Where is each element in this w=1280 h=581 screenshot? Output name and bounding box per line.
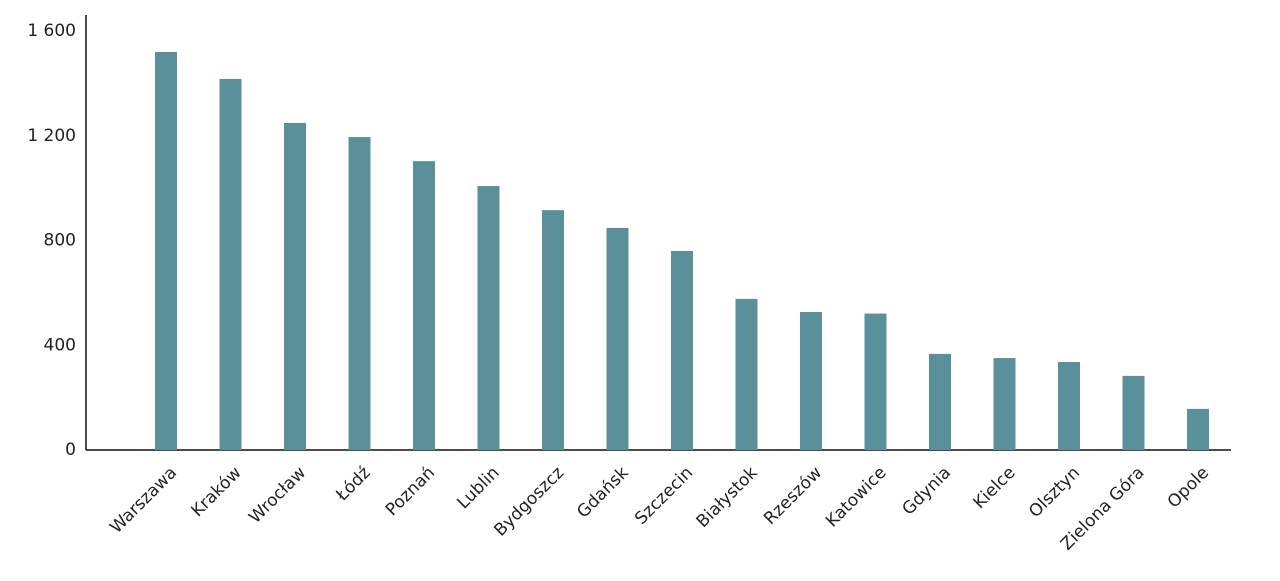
bar	[929, 353, 951, 450]
x-tick-label: Białystok	[693, 463, 762, 532]
bar	[348, 137, 371, 451]
x-tick-label: Kielce	[969, 463, 1019, 513]
bar	[800, 311, 822, 450]
x-tick-label: Lublin	[453, 463, 503, 513]
bar	[542, 210, 564, 450]
x-tick-label: Łódź	[332, 463, 375, 506]
bar	[864, 313, 887, 450]
bar	[993, 358, 1016, 450]
y-tick-label: 1 200	[27, 126, 76, 146]
x-tick-label: Kraków	[188, 463, 246, 521]
x-tick-label: Olsztyn	[1025, 463, 1084, 522]
x-tick-label: Rzeszów	[760, 463, 826, 529]
bar	[413, 161, 435, 450]
x-tick-label: Gdynia	[899, 463, 956, 520]
y-tick-label: 1 600	[27, 21, 76, 41]
bar	[735, 298, 758, 450]
bar	[671, 250, 693, 450]
x-tick-label: Warszawa	[106, 463, 181, 538]
y-tick-label: 800	[44, 231, 76, 251]
bar	[284, 122, 306, 451]
x-tick-label: Opole	[1164, 463, 1213, 512]
bar	[1122, 375, 1145, 450]
bar	[1187, 408, 1209, 450]
bar	[606, 227, 629, 450]
x-tick-label: Katowice	[822, 463, 890, 531]
y-tick-label: 400	[44, 335, 76, 355]
x-tick-label: Poznań	[382, 463, 439, 520]
bar	[477, 186, 500, 450]
x-tick-label: Wrocław	[245, 463, 310, 528]
bar	[155, 51, 177, 450]
bar	[1058, 362, 1080, 450]
x-tick-label: Bydgoszcz	[490, 463, 568, 541]
x-tick-label: Szczecin	[631, 463, 697, 529]
bar	[219, 78, 242, 451]
x-tick-label: Gdańsk	[573, 463, 632, 522]
y-tick-label: 0	[65, 440, 76, 460]
